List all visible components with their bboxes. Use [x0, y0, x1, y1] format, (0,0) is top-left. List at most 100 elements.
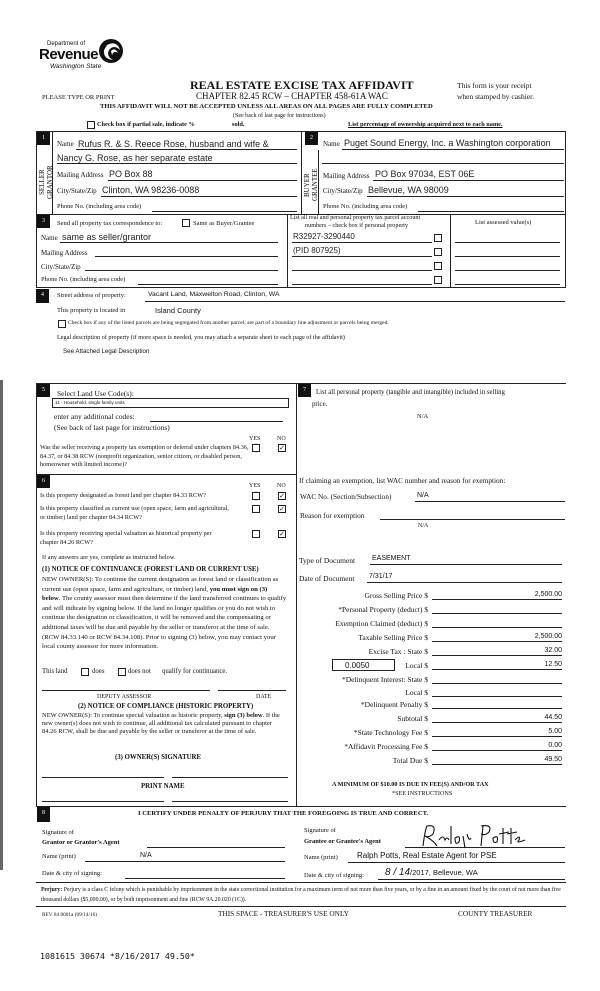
fee-value-field[interactable]: [432, 619, 562, 628]
same-as-buyer-checkbox[interactable]: [182, 219, 190, 227]
fee-value-field[interactable]: 2,500.00: [432, 591, 562, 600]
historic-yes-checkbox[interactable]: [252, 530, 260, 538]
does-not-checkbox[interactable]: [118, 668, 126, 676]
personal-property-checkbox[interactable]: [434, 234, 442, 242]
fee-value-field[interactable]: [432, 688, 562, 697]
owner-signature-field-1[interactable]: [42, 777, 164, 778]
fee-value-field[interactable]: [432, 605, 562, 614]
send-correspondence-label: Send all property tax correspondence to:: [57, 220, 163, 227]
grantor-name-field[interactable]: N/A: [140, 852, 152, 859]
grantee-name-field[interactable]: Ralph Potts, Real Estate Agent for PSE: [357, 851, 497, 860]
s3-city-label: City/State/Zip: [41, 263, 81, 271]
historic-no-checkbox[interactable]: ✓: [278, 530, 286, 538]
assessor-date-line[interactable]: [218, 690, 286, 691]
section-badge: 2: [305, 132, 318, 145]
buyer-phone-line[interactable]: [418, 211, 564, 212]
grantor-date-field[interactable]: [125, 878, 285, 879]
s3-phone-field[interactable]: [138, 284, 278, 285]
exemption-no-checkbox[interactable]: ✓: [278, 444, 286, 452]
buyer-name-field[interactable]: Puget Sound Energy, Inc. a Washington co…: [344, 138, 551, 148]
print-name-field-1[interactable]: [42, 801, 164, 802]
doc-type-field[interactable]: EASEMENT: [372, 555, 411, 562]
grantor-sig-of: Signature of: [42, 829, 74, 836]
legal-field[interactable]: See Attached Legal Description: [63, 348, 150, 355]
partial-sale-checkbox[interactable]: [87, 121, 95, 129]
assessed-value-field[interactable]: [455, 270, 560, 271]
current-use-no-checkbox[interactable]: ✓: [278, 505, 286, 513]
fee-value-field[interactable]: [432, 700, 562, 709]
forest-no-checkbox[interactable]: ✓: [278, 492, 286, 500]
fee-value-field[interactable]: 44.50: [432, 714, 562, 723]
buyer-phone-label: Phone No. (including area code): [323, 203, 408, 210]
assessed-header: List assessed value(s): [475, 219, 532, 226]
personal-property-value[interactable]: N/A: [417, 413, 429, 420]
personal-property-checkbox[interactable]: [434, 248, 442, 256]
grantee-date-field[interactable]: 8 / 14/2017, Bellevue, WA: [385, 868, 478, 878]
divider: [287, 214, 288, 288]
fee-value-field[interactable]: 0.00: [432, 742, 562, 751]
county-field[interactable]: Island County: [155, 306, 201, 315]
parcel-field[interactable]: R32927-3290440: [293, 232, 355, 241]
land-use-title: Select Land Use Code(s):: [57, 389, 134, 398]
reason-field[interactable]: N/A: [418, 523, 429, 529]
s3-name-field[interactable]: same as seller/grantor: [62, 232, 152, 242]
land-use-code-value: 11 - Household, single family units: [55, 400, 125, 405]
s3-city-field[interactable]: [85, 270, 278, 271]
divider: [301, 131, 302, 215]
exemption-yes-checkbox[interactable]: [252, 444, 260, 452]
personal-property-checkbox[interactable]: [434, 262, 442, 270]
deputy-assessor-line[interactable]: [42, 690, 210, 691]
local-rate-box[interactable]: 0.0050: [332, 659, 395, 671]
does-checkbox[interactable]: [81, 668, 89, 676]
seller-phone-line[interactable]: [152, 211, 297, 212]
logo-line3: Washington State: [50, 63, 102, 70]
seller-city-field[interactable]: Clinton, WA 98236-0088: [102, 185, 200, 195]
fee-value-field[interactable]: [432, 675, 562, 684]
print-name-label: PRINT NAME: [141, 783, 185, 790]
grantee-signature[interactable]: [415, 822, 530, 850]
s3-name-label: Name: [41, 234, 58, 242]
grantee-date-handwritten: 8 / 14: [385, 867, 411, 878]
fee-value-field[interactable]: 5.00: [432, 728, 562, 737]
street-field[interactable]: Vacant Land, Maxwelton Road, Clinton, WA: [148, 291, 280, 298]
perjury-label: Perjury:: [41, 887, 63, 893]
form-title: REAL ESTATE EXCISE TAX AFFIDAVIT: [190, 78, 414, 92]
notice1-text-b: . The county assessor must then determin…: [42, 595, 287, 651]
assessed-value-field[interactable]: [455, 256, 560, 257]
segregated-checkbox[interactable]: [58, 320, 66, 328]
fee-value-field[interactable]: 32.00: [432, 647, 562, 656]
personal-property-label-1: List all personal property (tangible and…: [316, 389, 505, 396]
additional-codes-label: enter any additional codes:: [54, 412, 135, 421]
buyer-name-line-2[interactable]: [322, 163, 564, 164]
divider: [296, 383, 297, 806]
fee-value-field[interactable]: 49.50: [432, 756, 562, 765]
assessed-value-field[interactable]: [455, 242, 560, 243]
buyer-city-field[interactable]: Bellevue, WA 98009: [368, 185, 449, 195]
wac-field[interactable]: N/A: [417, 492, 429, 499]
notice1-text-a: NEW OWNER(S): To continue the current de…: [42, 576, 279, 593]
parcel-field[interactable]: [292, 270, 432, 271]
s3-mailing-field[interactable]: [95, 256, 278, 257]
deputy-assessor-label: DEPUTY ASSESSOR: [97, 694, 152, 700]
section-badge: 1: [37, 132, 50, 145]
parcel-field[interactable]: (PID 807925): [293, 246, 341, 255]
forest-yes-checkbox[interactable]: [252, 492, 260, 500]
additional-codes-field[interactable]: [150, 421, 283, 422]
assessed-value-field[interactable]: [455, 284, 560, 285]
buyer-mailing-field[interactable]: PO Box 97034, EST 06E: [375, 169, 475, 179]
grantor-signature-field[interactable]: [147, 847, 285, 848]
print-name-field-2[interactable]: [172, 801, 288, 802]
personal-property-checkbox[interactable]: [434, 276, 442, 284]
seller-mailing-label: Mailing Address: [57, 171, 104, 179]
seller-name-field-2[interactable]: Nancy G. Rose, as her separate estate: [57, 153, 213, 163]
fee-value-field[interactable]: 2,500.00: [432, 633, 562, 642]
fee-label: Local $: [405, 661, 428, 670]
current-use-yes-checkbox[interactable]: [252, 505, 260, 513]
fee-value-field[interactable]: 12.50: [432, 661, 562, 670]
owner-signature-field-2[interactable]: [172, 777, 288, 778]
parcel-field[interactable]: [292, 284, 432, 285]
land-use-code-select[interactable]: 11 - Household, single family units: [52, 398, 289, 408]
seller-mailing-field[interactable]: PO Box 88: [109, 169, 153, 179]
doc-date-field[interactable]: 7/31/17: [369, 573, 393, 580]
seller-name-field-1[interactable]: Rufus R. & S. Reece Rose, husband and wi…: [78, 139, 269, 149]
